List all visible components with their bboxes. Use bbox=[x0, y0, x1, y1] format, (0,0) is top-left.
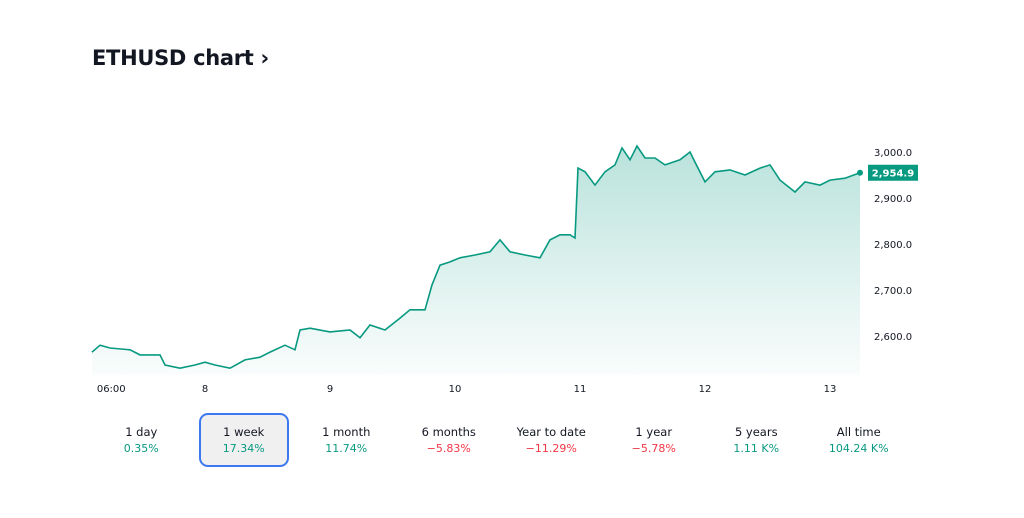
period-change: −5.83% bbox=[426, 442, 471, 455]
x-tick-label: 06:00 bbox=[97, 384, 126, 395]
period-change: 1.11 K% bbox=[733, 442, 780, 455]
period-label: 1 week bbox=[223, 425, 265, 439]
x-tick-label: 10 bbox=[449, 384, 462, 395]
price-area bbox=[92, 146, 860, 375]
x-tick-label: 8 bbox=[202, 384, 208, 395]
period-button-year-to-date[interactable]: Year to date −11.29% bbox=[506, 413, 597, 467]
period-change: 104.24 K% bbox=[828, 442, 889, 455]
y-tick-label: 2,800.0 bbox=[874, 240, 912, 251]
chart-title-link[interactable]: ETHUSD chart › bbox=[92, 46, 269, 70]
price-chart[interactable]: 3,000.0 2,900.0 2,800.0 2,700.0 2,600.0 06:00… bbox=[0, 0, 1024, 400]
period-label: All time bbox=[836, 425, 881, 439]
price-line bbox=[91, 144, 861, 370]
period-label: 1 month bbox=[322, 425, 371, 439]
period-label: Year to date bbox=[516, 425, 586, 439]
x-tick-label: 13 bbox=[824, 384, 837, 395]
chevron-right-icon: › bbox=[260, 46, 270, 70]
period-button-1-week[interactable]: 1 week 17.34% bbox=[198, 413, 289, 467]
last-price-badge bbox=[868, 164, 918, 181]
period-button-1-day[interactable]: 1 day 0.35% bbox=[96, 413, 187, 467]
period-change: 17.34% bbox=[222, 442, 265, 455]
chart-title: ETHUSD chart bbox=[92, 46, 254, 70]
x-tick-label: 12 bbox=[699, 384, 712, 395]
y-tick-label: 2,700.0 bbox=[874, 286, 912, 297]
period-change: 0.35% bbox=[123, 442, 159, 455]
y-tick-label: 3,000.0 bbox=[874, 148, 912, 159]
x-tick-label: 11 bbox=[574, 384, 587, 395]
period-label: 6 months bbox=[421, 425, 476, 439]
period-change: 11.74% bbox=[325, 442, 368, 455]
period-change: −11.29% bbox=[525, 442, 577, 455]
period-selector: 1 day 0.35% 1 week 17.34% 1 month 11.74% 6 mon… bbox=[90, 413, 910, 467]
last-price-label: 2,954.9 bbox=[872, 169, 914, 180]
period-button-1-month[interactable]: 1 month 11.74% bbox=[301, 413, 392, 467]
period-button-6-months[interactable]: 6 months −5.83% bbox=[404, 413, 495, 467]
period-button-all-time[interactable]: All time 104.24 K% bbox=[814, 413, 905, 467]
period-label: 5 years bbox=[734, 425, 778, 439]
period-change: −5.78% bbox=[631, 442, 676, 455]
period-button-1-year[interactable]: 1 year −5.78% bbox=[609, 413, 700, 467]
y-tick-label: 2,600.0 bbox=[874, 332, 912, 343]
y-tick-label: 2,900.0 bbox=[874, 194, 912, 205]
period-label: 1 year bbox=[635, 425, 673, 439]
period-label: 1 day bbox=[125, 425, 158, 439]
last-price-dot bbox=[857, 169, 863, 176]
period-button-5-years[interactable]: 5 years 1.11 K% bbox=[711, 413, 802, 467]
x-tick-label: 9 bbox=[327, 384, 333, 395]
